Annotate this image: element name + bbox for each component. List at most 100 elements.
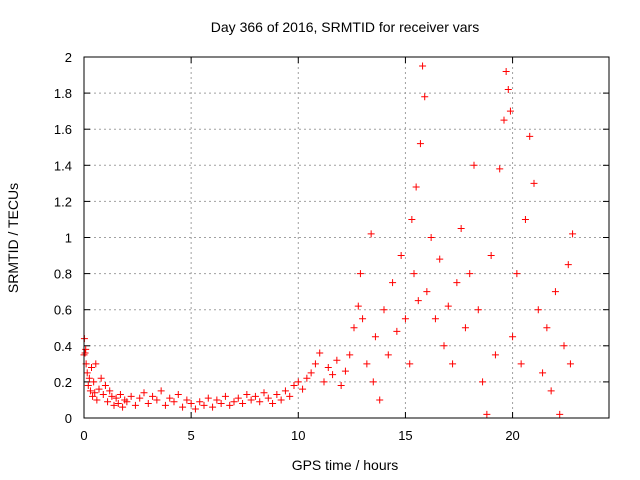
data-point [551, 288, 559, 296]
data-point [81, 349, 89, 357]
data-point [200, 401, 208, 409]
data-point [97, 374, 105, 382]
data-point [500, 116, 508, 124]
data-point [86, 387, 94, 395]
y-tick-label: 1.6 [54, 122, 72, 137]
data-point [303, 374, 311, 382]
data-point [431, 315, 439, 323]
data-point [376, 396, 384, 404]
data-point [363, 360, 371, 368]
data-point [123, 398, 131, 406]
data-point [440, 342, 448, 350]
data-point [408, 215, 416, 223]
data-point [356, 270, 364, 278]
data-point [91, 389, 99, 397]
data-point [556, 410, 564, 418]
data-point [93, 396, 101, 404]
data-point [131, 401, 139, 409]
data-point [513, 270, 521, 278]
data-point [170, 398, 178, 406]
data-point [119, 403, 127, 411]
data-point [474, 306, 482, 314]
data-point [183, 396, 191, 404]
data-point [294, 378, 302, 386]
data-point [539, 369, 547, 377]
y-tick-label: 0.2 [54, 375, 72, 390]
data-point [83, 369, 91, 377]
data-point [153, 396, 161, 404]
x-tick-label: 0 [80, 428, 87, 443]
data-point [251, 392, 259, 400]
data-point [149, 392, 157, 400]
data-point [88, 363, 95, 371]
data-point [99, 391, 107, 399]
data-point [174, 391, 182, 399]
chart-title: Day 366 of 2016, SRMTID for receiver var… [211, 19, 479, 35]
data-point [269, 400, 277, 408]
data-point [320, 378, 328, 386]
y-tick-label: 0.4 [54, 339, 72, 354]
data-point [496, 165, 504, 173]
data-point [116, 391, 124, 399]
data-point [337, 382, 345, 390]
data-point [196, 398, 204, 406]
data-point [384, 351, 392, 359]
data-point [84, 382, 92, 390]
data-point [239, 400, 247, 408]
data-point [449, 360, 457, 368]
data-point [346, 351, 354, 359]
data-point [179, 403, 187, 411]
data-point [82, 345, 90, 353]
data-point [380, 306, 388, 314]
data-point [414, 297, 422, 305]
data-point [209, 403, 217, 411]
plot-frame [83, 56, 610, 419]
data-point [483, 410, 491, 418]
y-tick-label: 0.8 [54, 267, 72, 282]
axis-ticks: 0 5 10 15 20 0 0.2 0.4 0.6 0.8 1 1.2 1.4 1.6 1.8 2 [54, 50, 609, 443]
data-point [264, 394, 272, 402]
data-point [256, 398, 264, 406]
data-point [453, 279, 461, 287]
x-tick-label: 20 [505, 428, 519, 443]
data-point [230, 398, 238, 406]
data-point [286, 392, 294, 400]
data-point [564, 261, 572, 269]
data-point [412, 183, 420, 191]
data-point [423, 288, 431, 296]
data-point [90, 378, 98, 386]
y-tick-label: 1.4 [54, 158, 72, 173]
data-point [354, 302, 362, 310]
data-point [127, 392, 135, 400]
y-tick-label: 2 [65, 50, 72, 65]
data-point [104, 398, 112, 406]
data-point [393, 327, 401, 335]
data-point [421, 93, 429, 101]
data-point [243, 391, 251, 399]
data-point [341, 367, 349, 375]
data-point [273, 391, 281, 399]
data-point [509, 333, 517, 341]
data-point [299, 385, 307, 393]
data-point [290, 382, 298, 390]
data-point [307, 369, 315, 377]
data-point [217, 400, 225, 408]
data-point [311, 360, 319, 368]
data-point [444, 302, 452, 310]
data-point [140, 389, 148, 397]
y-tick-label: 1.2 [54, 194, 72, 209]
data-point [277, 396, 285, 404]
data-point [204, 394, 212, 402]
data-point [85, 374, 93, 382]
data-point [106, 387, 114, 395]
data-point [504, 85, 512, 93]
data-point [526, 132, 534, 140]
data-point [213, 396, 221, 404]
data-point [491, 351, 499, 359]
data-point [502, 67, 510, 75]
grid-lines [84, 57, 609, 418]
data-point [521, 215, 529, 223]
data-point [136, 394, 144, 402]
data-point [95, 385, 103, 393]
